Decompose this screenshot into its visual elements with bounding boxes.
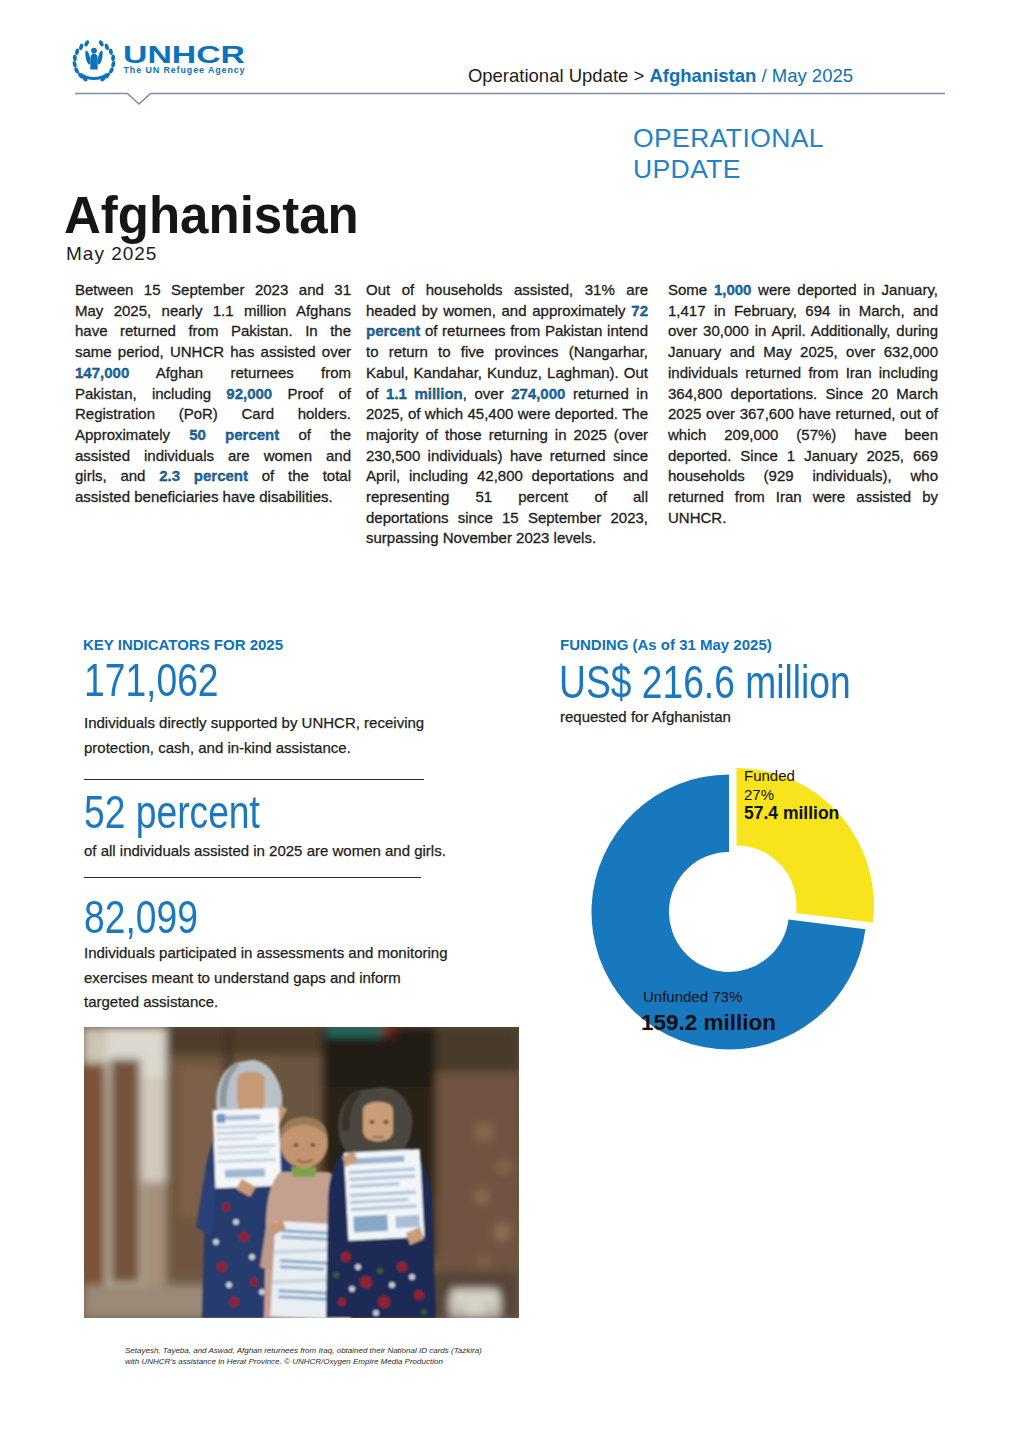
svg-text:UNHCR: UNHCR: [123, 41, 245, 68]
